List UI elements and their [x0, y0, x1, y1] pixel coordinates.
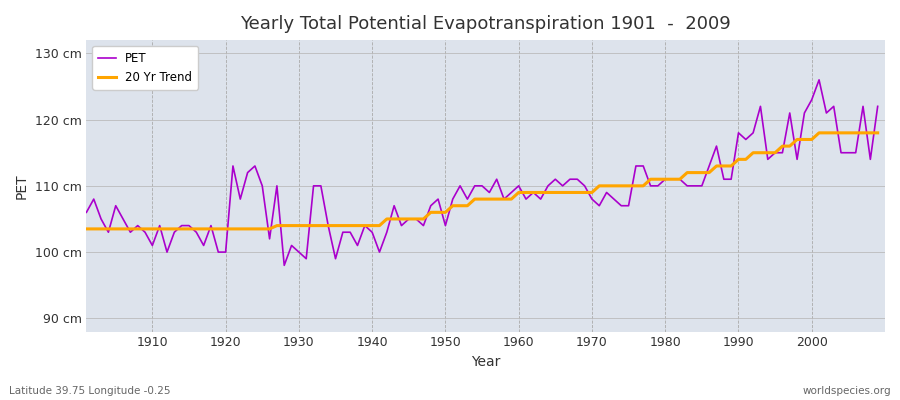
Y-axis label: PET: PET: [15, 173, 29, 199]
20 Yr Trend: [345, 223, 356, 228]
PET: [81, 210, 92, 215]
X-axis label: Year: Year: [471, 355, 500, 369]
PET: [513, 184, 524, 188]
20 Yr Trend: [81, 226, 92, 231]
Line: 20 Yr Trend: 20 Yr Trend: [86, 133, 878, 229]
20 Yr Trend: [872, 130, 883, 135]
PET: [279, 263, 290, 268]
20 Yr Trend: [601, 184, 612, 188]
Text: Latitude 39.75 Longitude -0.25: Latitude 39.75 Longitude -0.25: [9, 386, 170, 396]
20 Yr Trend: [140, 226, 150, 231]
Legend: PET, 20 Yr Trend: PET, 20 Yr Trend: [93, 46, 198, 90]
Title: Yearly Total Potential Evapotranspiration 1901  -  2009: Yearly Total Potential Evapotranspiratio…: [240, 15, 731, 33]
20 Yr Trend: [814, 130, 824, 135]
20 Yr Trend: [513, 190, 524, 195]
PET: [872, 104, 883, 109]
Text: worldspecies.org: worldspecies.org: [803, 386, 891, 396]
PET: [608, 197, 619, 202]
PET: [520, 197, 531, 202]
PET: [308, 184, 319, 188]
Line: PET: PET: [86, 80, 878, 265]
20 Yr Trend: [301, 223, 311, 228]
PET: [814, 78, 824, 82]
PET: [352, 243, 363, 248]
PET: [140, 230, 150, 235]
20 Yr Trend: [506, 197, 517, 202]
